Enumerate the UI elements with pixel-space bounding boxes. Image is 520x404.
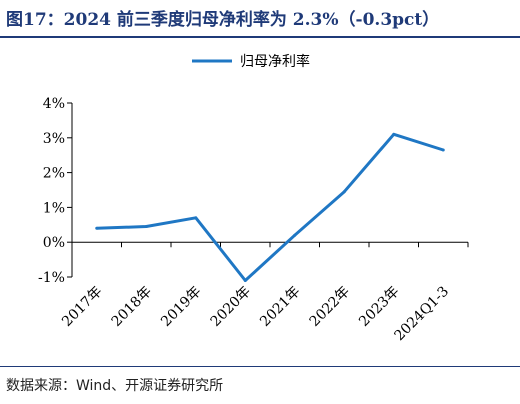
x-tick-labels: 2017年 2018年 2019年 2020年 2021年 2022年 2023年2024Q…: [59, 284, 452, 345]
y-tick-label: 4%: [43, 96, 65, 112]
series-line: [96, 132, 444, 282]
data-point: [293, 233, 297, 237]
data-point: [144, 225, 148, 229]
y-tick-label: -1%: [38, 270, 65, 286]
axes: [67, 102, 469, 278]
data-point: [342, 190, 346, 194]
data-point: [441, 148, 445, 152]
legend: 归母净利率: [192, 53, 310, 70]
legend-label: 归母净利率: [240, 53, 310, 70]
data-point: [243, 278, 247, 282]
x-tick-label: 2021年: [257, 284, 303, 330]
x-tick-label: 2022年: [307, 284, 353, 330]
y-tick-label: 0%: [43, 235, 65, 251]
x-tick-label: 2017年: [59, 284, 105, 330]
x-tick-label: 2019年: [158, 284, 204, 330]
y-tick-labels: 4% 3% 2% 1% 0% -1%: [38, 96, 65, 286]
y-tick-label: 1%: [43, 200, 65, 216]
series-points: [95, 132, 445, 282]
data-point: [194, 216, 198, 220]
title-divider: [0, 36, 520, 38]
x-tick-label: 2024Q1-3: [392, 284, 453, 345]
data-point: [95, 226, 99, 230]
figure-title: 图17：2024 前三季度归母净利率为 2.3%（-0.3pct）: [6, 10, 440, 30]
x-tick-label: 2018年: [109, 284, 155, 330]
data-point: [392, 132, 396, 136]
y-tick-label: 3%: [43, 131, 65, 147]
x-tick-label: 2023年: [356, 284, 402, 330]
source-divider: [0, 366, 520, 367]
y-tick-label: 2%: [43, 166, 65, 182]
source-note: 数据来源：Wind、开源证券研究所: [6, 378, 224, 394]
x-tick-label: 2020年: [208, 284, 254, 330]
